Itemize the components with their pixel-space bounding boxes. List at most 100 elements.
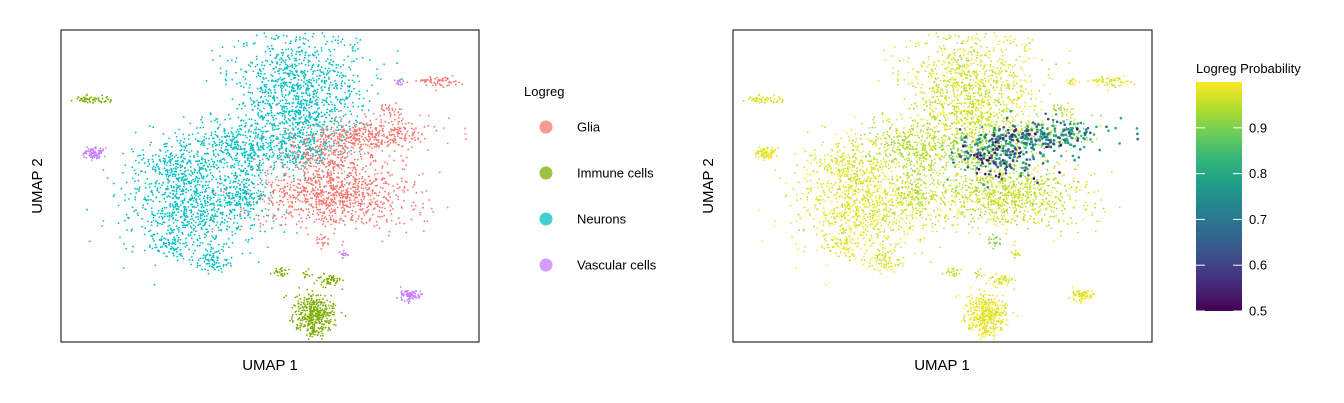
left-point-neurons [236, 152, 239, 155]
left-point-neurons [266, 122, 268, 125]
left-point-glia [340, 118, 343, 120]
left-point-neurons [162, 241, 165, 244]
left-point-neurons [182, 116, 185, 118]
left-point-glia [323, 185, 325, 188]
left-point-neurons [204, 168, 207, 170]
left-point-neurons [162, 181, 165, 184]
left-point-neurons [333, 108, 336, 111]
left-point-neurons [329, 93, 331, 96]
left-point-neurons [340, 76, 343, 79]
left-point-neurons [280, 52, 283, 54]
left-point-neurons [176, 139, 179, 142]
left-point-neurons [269, 54, 272, 57]
left-point-immune-cells [304, 309, 306, 312]
left-point-neurons [175, 207, 178, 210]
left-point-neurons [207, 159, 210, 162]
left-point-neurons [288, 86, 291, 88]
left-point-neurons [227, 144, 229, 147]
left-point-neurons [251, 62, 254, 65]
left-point-glia [297, 143, 299, 146]
left-point-neurons [274, 57, 277, 60]
left-point-neurons [206, 174, 209, 177]
left-point-neurons [205, 228, 207, 231]
left-point-neurons [201, 219, 204, 222]
left-point-neurons [351, 49, 354, 52]
left-point-neurons [288, 135, 290, 138]
left-point-neurons [300, 86, 302, 89]
left-point-neurons [318, 77, 320, 80]
left-point-neurons [260, 110, 263, 113]
left-point-neurons [165, 206, 168, 209]
left-point-neurons [222, 157, 225, 160]
left-point-neurons [180, 160, 183, 163]
left-point-neurons [243, 154, 246, 157]
left-point-neurons [291, 72, 294, 75]
left-point-neurons [264, 59, 267, 62]
left-point-glia [363, 152, 366, 155]
left-point-glia [378, 191, 381, 194]
left-point-neurons [161, 235, 164, 238]
left-point-neurons [212, 188, 214, 191]
left-point-neurons [172, 252, 175, 255]
left-point-neurons [270, 80, 273, 83]
left-point-neurons [201, 116, 204, 119]
left-point-neurons [294, 134, 297, 136]
left-point-neurons [293, 77, 295, 80]
left-point-neurons [288, 72, 291, 75]
left-point-neurons [219, 175, 222, 178]
left-point-neurons [123, 242, 125, 245]
left-point-glia [367, 135, 370, 138]
left-point-neurons [219, 265, 221, 268]
left-point-neurons [260, 72, 262, 75]
left-point-neurons [276, 54, 278, 56]
left-point-neurons [150, 234, 153, 237]
left-point-immune-cells [329, 300, 331, 303]
left-point-neurons [242, 179, 245, 181]
left-point-neurons [273, 145, 276, 148]
left-point-glia [299, 226, 302, 229]
left-point-neurons [250, 99, 252, 101]
left-point-glia [356, 196, 358, 199]
left-point-neurons [201, 121, 204, 124]
left-point-glia [384, 207, 386, 210]
left-point-neurons [334, 85, 337, 88]
left-point-neurons [291, 54, 293, 57]
left-point-glia [289, 184, 292, 186]
left-point-glia [377, 139, 380, 141]
left-point-immune-cells [308, 335, 311, 338]
left-point-neurons [260, 146, 263, 149]
left-point-neurons [204, 211, 207, 214]
left-point-neurons [242, 170, 244, 173]
left-point-neurons [296, 88, 299, 91]
left-point-neurons [188, 223, 190, 225]
left-point-neurons [272, 116, 274, 119]
left-point-glia [314, 186, 317, 189]
left-point-neurons [264, 102, 267, 105]
left-point-neurons [142, 153, 145, 156]
left-point-glia [346, 193, 349, 196]
left-point-glia [330, 137, 333, 140]
left-point-glia [303, 139, 305, 141]
left-point-glia [311, 213, 314, 216]
left-point-neurons [304, 120, 307, 122]
left-point-neurons [188, 220, 190, 223]
left-point-glia [333, 196, 336, 199]
left-point-neurons [303, 76, 306, 78]
left-point-neurons [311, 35, 314, 38]
left-point-neurons [282, 133, 284, 136]
left-point-neurons [161, 223, 164, 226]
left-point-neurons [239, 187, 242, 190]
left-point-neurons [170, 245, 173, 248]
left-point-neurons [230, 264, 233, 267]
left-point-glia [341, 161, 344, 164]
left-point-glia [354, 188, 357, 191]
left-point-neurons [256, 154, 259, 157]
left-point-glia [305, 144, 307, 147]
left-point-immune-cells [321, 338, 323, 340]
left-point-neurons [250, 157, 253, 159]
left-point-neurons [356, 42, 359, 44]
left-point-neurons [225, 192, 228, 195]
left-point-glia [352, 147, 355, 149]
left-point-neurons [236, 214, 239, 217]
left-point-glia [391, 123, 394, 126]
